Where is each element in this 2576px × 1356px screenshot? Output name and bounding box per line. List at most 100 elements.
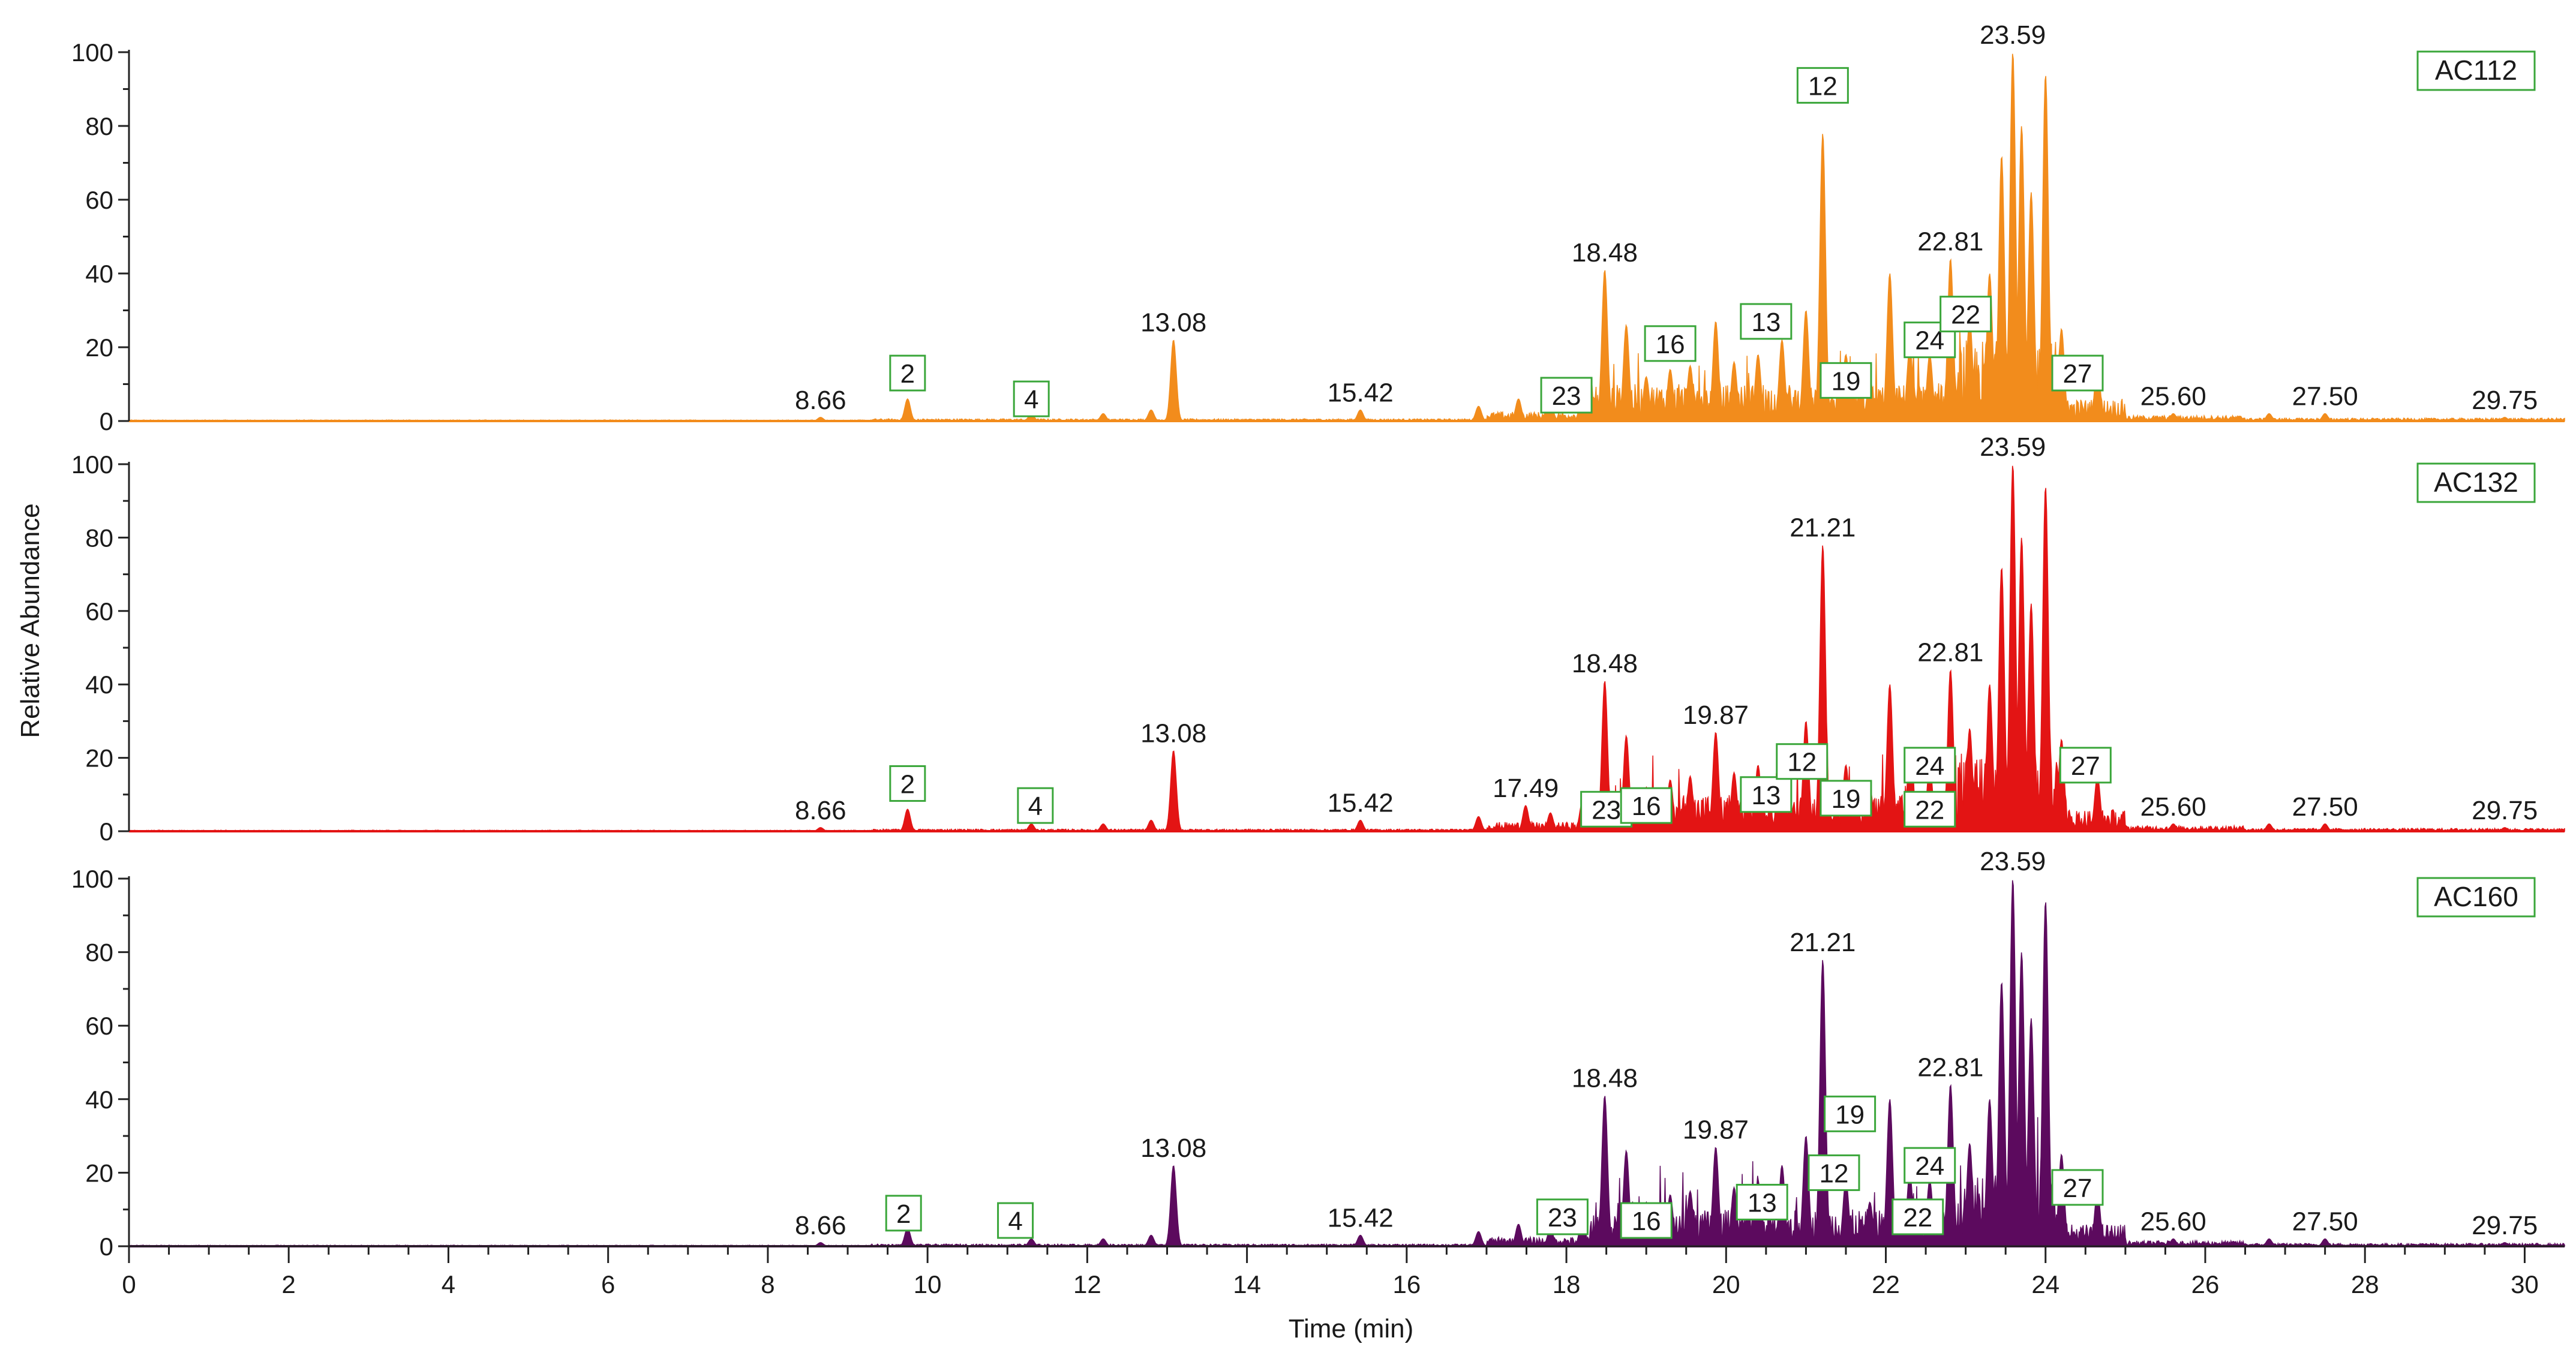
peak-rt-label: 29.75 (2472, 386, 2538, 415)
compound-label-box (2059, 747, 2112, 784)
peak-rt-label: 22.81 (1917, 1053, 1983, 1082)
compound-label-box (1536, 1198, 1589, 1235)
x-tick-label: 18 (1553, 1270, 1581, 1298)
compound-label-box (1740, 776, 1793, 813)
compound-label: 22 (1951, 300, 1980, 330)
compound-label: 23 (1552, 381, 1581, 411)
x-tick-label: 8 (761, 1270, 774, 1298)
compound-label-box (1017, 787, 1054, 824)
x-tick-label: 16 (1392, 1270, 1421, 1298)
x-tick-label: 22 (1872, 1270, 1900, 1298)
peak-rt-label: 21.21 (1790, 928, 1856, 957)
compound-label: 2 (900, 769, 915, 799)
x-tick-label: 20 (1712, 1270, 1740, 1298)
peak-rt-label: 18.48 (1572, 238, 1638, 267)
compound-label-box (1820, 362, 1872, 399)
compound-label-box (889, 765, 926, 802)
y-tick-label: 20 (85, 333, 113, 362)
compound-label-box (1736, 1183, 1788, 1220)
compound-label-box (1644, 325, 1697, 362)
compound-label-box (1620, 1202, 1673, 1239)
x-tick-label: 30 (2511, 1270, 2539, 1298)
panel-ac132: 0 20 40 60 80 100 8.66 13.08 15.42 17.49 18.48 19.8… (71, 432, 2565, 846)
compound-label-box (2051, 1169, 2104, 1206)
compound-label: 16 (1632, 792, 1661, 821)
compound-label: 22 (1915, 795, 1944, 825)
y-axis-title: Relative Abundance (16, 503, 45, 738)
peak-rt-label: 19.87 (1683, 1115, 1749, 1144)
compound-label: 12 (1820, 1159, 1849, 1188)
compound-label: 24 (1915, 751, 1944, 781)
x-tick-label: 10 (914, 1270, 942, 1298)
compound-label-box (1540, 377, 1593, 414)
compound-label: 4 (1024, 385, 1038, 414)
compound-label-box (1824, 1095, 1877, 1132)
y-tick-label: 60 (85, 186, 113, 214)
peak-rt-label: 27.50 (2292, 382, 2358, 411)
compound-label: 13 (1751, 308, 1781, 337)
peak-rt-label: 8.66 (795, 1211, 846, 1240)
compound-label-box (1796, 67, 1849, 104)
y-tick-label: 80 (85, 112, 113, 140)
compound-label: 13 (1748, 1188, 1777, 1217)
compound-label-box (1776, 743, 1829, 780)
y-tick-label: 60 (85, 597, 113, 626)
peak-rt-label: 13.08 (1140, 1133, 1206, 1163)
compound-label-box (1939, 296, 1992, 333)
peak-rt-label: 25.60 (2140, 1207, 2206, 1237)
peak-rt-label: 29.75 (2472, 796, 2538, 825)
compound-label-box (1013, 380, 1050, 417)
compound-label-box (997, 1202, 1034, 1239)
panel-ac112: 0 20 40 60 80 100 8.66 13.08 15.42 18.48 22.81 23.5… (71, 20, 2565, 435)
compound-label: 4 (1008, 1207, 1022, 1236)
compound-label: 23 (1592, 795, 1621, 825)
compound-label: 2 (900, 359, 915, 389)
peak-rt-label: 18.48 (1572, 1064, 1638, 1093)
compound-label-box (2051, 354, 2104, 392)
compound-label: 27 (2071, 751, 2100, 781)
x-tick-label: 26 (2191, 1270, 2220, 1298)
peak-rt-label: 8.66 (795, 796, 846, 825)
peak-rt-label: 25.60 (2140, 792, 2206, 822)
sample-name: AC160 (2434, 881, 2518, 912)
peak-rt-label: 23.59 (1980, 20, 2046, 50)
x-tick-label: 6 (601, 1270, 615, 1298)
compound-label-box (1620, 787, 1673, 824)
compound-label: 13 (1751, 781, 1781, 810)
compound-label-box (1892, 1198, 1944, 1235)
peak-rt-label: 15.42 (1328, 1204, 1394, 1233)
compound-label-box (1904, 321, 1956, 359)
peak-rt-label: 22.81 (1917, 227, 1983, 256)
peak-rt-label: 27.50 (2292, 792, 2358, 822)
peak-rt-label: 25.60 (2140, 382, 2206, 411)
sample-name: AC132 (2434, 467, 2518, 498)
y-tick-label: 0 (100, 817, 113, 846)
peak-rt-label: 22.81 (1917, 638, 1983, 668)
peak-rt-label: 23.59 (1980, 432, 2046, 462)
compound-label: 19 (1831, 366, 1860, 396)
peak-rt-label: 19.87 (1683, 700, 1749, 730)
compound-label: 24 (1915, 1151, 1944, 1181)
compound-label-box (885, 1195, 922, 1232)
y-tick-label: 0 (100, 1232, 113, 1261)
x-tick-label: 28 (2351, 1270, 2379, 1298)
y-tick-label: 40 (85, 671, 113, 699)
sample-name-box (2416, 877, 2536, 918)
x-tick-label: 4 (442, 1270, 455, 1298)
peak-rt-label: 13.08 (1140, 718, 1206, 748)
compound-label: 2 (896, 1199, 911, 1229)
peak-rt-label: 13.08 (1140, 308, 1206, 338)
y-tick-label: 80 (85, 524, 113, 552)
y-tick-label: 0 (100, 407, 113, 435)
peak-rt-label: 15.42 (1328, 378, 1394, 408)
x-axis-title: Time (min) (1289, 1314, 1414, 1343)
peak-rt-label: 21.21 (1790, 513, 1856, 543)
x-tick-label: 2 (282, 1270, 296, 1298)
peak-rt-label: 29.75 (2472, 1211, 2538, 1240)
compound-label: 16 (1632, 1207, 1661, 1236)
y-tick-label: 40 (85, 1086, 113, 1114)
compound-label: 27 (2063, 359, 2092, 389)
compound-label: 19 (1831, 784, 1860, 814)
y-tick-label: 60 (85, 1012, 113, 1040)
peak-rt-label: 8.66 (795, 386, 846, 415)
